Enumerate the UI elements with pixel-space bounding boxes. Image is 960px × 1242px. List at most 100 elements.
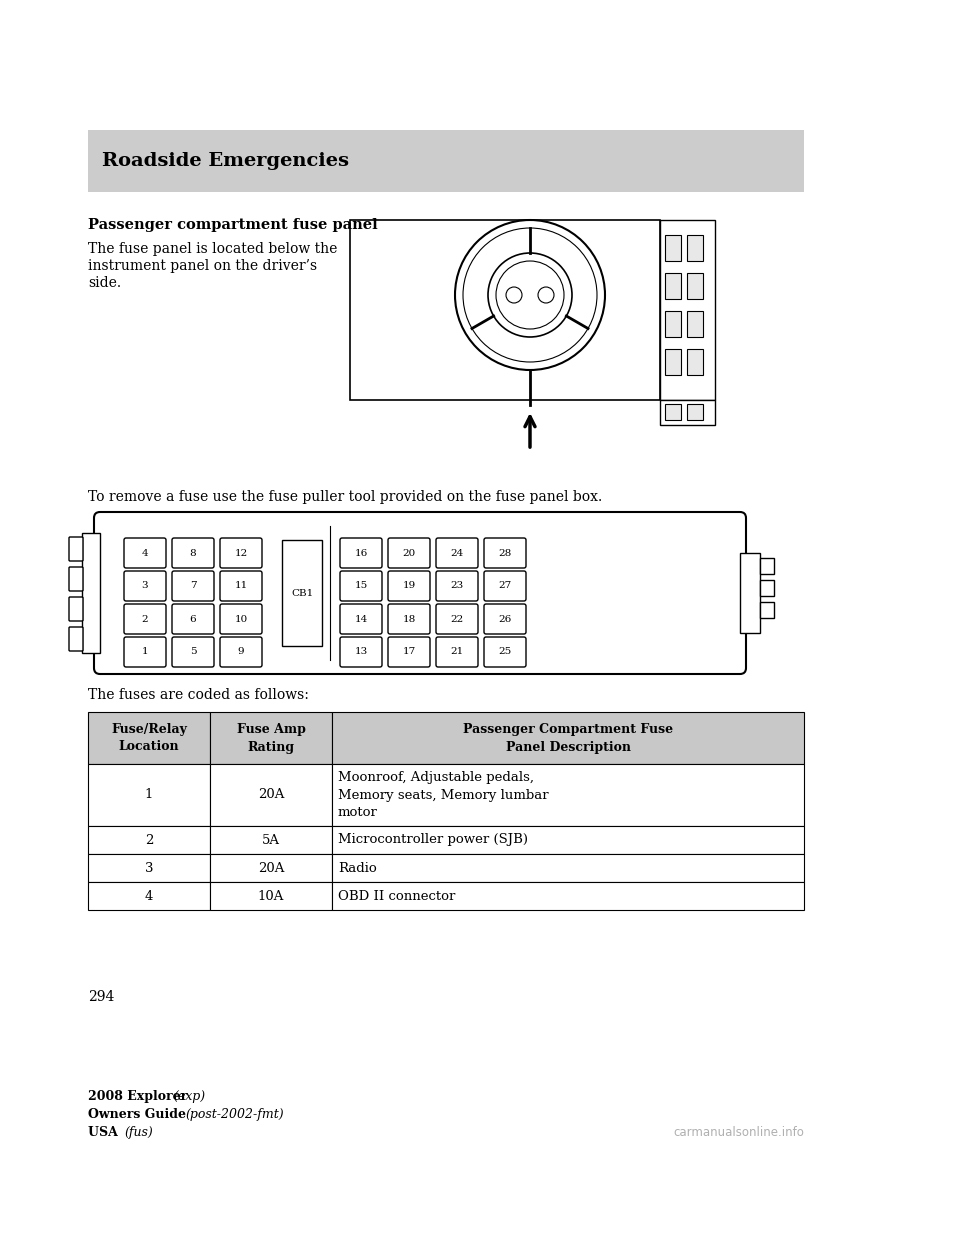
FancyBboxPatch shape	[484, 538, 526, 568]
FancyBboxPatch shape	[388, 604, 430, 633]
Text: 26: 26	[498, 615, 512, 623]
Bar	[88, 712, 210, 764]
Text: 14: 14	[354, 615, 368, 623]
FancyBboxPatch shape	[172, 637, 214, 667]
Text: 28: 28	[498, 549, 512, 558]
Bar	[687, 310, 703, 337]
FancyBboxPatch shape	[436, 604, 478, 633]
Text: Moonroof, Adjustable pedals,
Memory seats, Memory lumbar
motor: Moonroof, Adjustable pedals, Memory seat…	[338, 770, 548, 820]
Text: 23: 23	[450, 581, 464, 590]
FancyBboxPatch shape	[124, 571, 166, 601]
Text: (exp): (exp)	[173, 1090, 205, 1103]
FancyBboxPatch shape	[388, 538, 430, 568]
Bar	[760, 580, 774, 596]
Text: The fuses are coded as follows:: The fuses are coded as follows:	[88, 688, 309, 702]
Circle shape	[496, 261, 564, 329]
Text: 15: 15	[354, 581, 368, 590]
Text: instrument panel on the driver’s: instrument panel on the driver’s	[88, 260, 317, 273]
Text: Owners Guide: Owners Guide	[88, 1108, 190, 1122]
FancyBboxPatch shape	[220, 637, 262, 667]
Text: Microcontroller power (SJB): Microcontroller power (SJB)	[338, 833, 528, 847]
Text: 12: 12	[234, 549, 248, 558]
Text: carmanualsonline.info: carmanualsonline.info	[673, 1126, 804, 1139]
Text: 8: 8	[190, 549, 196, 558]
FancyBboxPatch shape	[172, 571, 214, 601]
Text: 2: 2	[145, 833, 154, 847]
Text: 11: 11	[234, 581, 248, 590]
Text: 10: 10	[234, 615, 248, 623]
FancyBboxPatch shape	[124, 604, 166, 633]
Bar	[760, 558, 774, 574]
Text: 10A: 10A	[258, 889, 284, 903]
Text: (post-2002-fmt): (post-2002-fmt)	[185, 1108, 283, 1122]
Bar	[210, 882, 332, 910]
Text: Roadside Emergencies: Roadside Emergencies	[102, 152, 349, 170]
Bar	[332, 826, 804, 854]
Bar	[88, 764, 210, 826]
Text: 21: 21	[450, 647, 464, 657]
Bar	[740, 553, 760, 633]
FancyBboxPatch shape	[484, 637, 526, 667]
FancyBboxPatch shape	[388, 571, 430, 601]
FancyBboxPatch shape	[340, 571, 382, 601]
Bar	[210, 826, 332, 854]
FancyBboxPatch shape	[220, 538, 262, 568]
FancyBboxPatch shape	[69, 597, 83, 621]
Bar	[687, 404, 703, 420]
Text: 19: 19	[402, 581, 416, 590]
Text: 13: 13	[354, 647, 368, 657]
FancyBboxPatch shape	[124, 538, 166, 568]
FancyBboxPatch shape	[69, 537, 83, 561]
FancyBboxPatch shape	[172, 604, 214, 633]
Text: 6: 6	[190, 615, 196, 623]
FancyBboxPatch shape	[69, 627, 83, 651]
Bar	[665, 235, 681, 261]
Text: side.: side.	[88, 276, 121, 289]
Bar	[665, 310, 681, 337]
FancyBboxPatch shape	[340, 604, 382, 633]
Text: 20: 20	[402, 549, 416, 558]
Bar	[350, 220, 660, 400]
Text: 1: 1	[145, 789, 154, 801]
Bar	[332, 712, 804, 764]
Bar	[687, 349, 703, 375]
Text: 7: 7	[190, 581, 196, 590]
Bar	[282, 540, 322, 646]
Bar	[660, 220, 715, 400]
Bar	[332, 882, 804, 910]
Text: 5A: 5A	[262, 833, 280, 847]
Bar	[665, 404, 681, 420]
Bar	[88, 130, 804, 193]
Bar	[687, 235, 703, 261]
Text: 9: 9	[238, 647, 244, 657]
Text: 294: 294	[88, 990, 114, 1004]
Bar	[210, 764, 332, 826]
FancyBboxPatch shape	[484, 604, 526, 633]
Text: 4: 4	[142, 549, 148, 558]
Text: Radio: Radio	[338, 862, 376, 874]
Text: 2: 2	[142, 615, 148, 623]
Bar	[332, 764, 804, 826]
FancyBboxPatch shape	[436, 571, 478, 601]
Text: OBD II connector: OBD II connector	[338, 889, 455, 903]
Text: 5: 5	[190, 647, 196, 657]
FancyBboxPatch shape	[69, 568, 83, 591]
Text: 27: 27	[498, 581, 512, 590]
Text: Fuse Amp
Rating: Fuse Amp Rating	[236, 723, 305, 754]
Text: Passenger compartment fuse panel: Passenger compartment fuse panel	[88, 219, 377, 232]
FancyBboxPatch shape	[172, 538, 214, 568]
Text: 17: 17	[402, 647, 416, 657]
Text: (fus): (fus)	[124, 1126, 153, 1139]
Text: 3: 3	[145, 862, 154, 874]
Text: 20A: 20A	[258, 862, 284, 874]
Text: The fuse panel is located below the: The fuse panel is located below the	[88, 242, 337, 256]
Bar	[660, 400, 715, 425]
Text: To remove a fuse use the fuse puller tool provided on the fuse panel box.: To remove a fuse use the fuse puller too…	[88, 491, 602, 504]
Bar	[665, 273, 681, 299]
Bar	[332, 854, 804, 882]
Text: Fuse/Relay
Location: Fuse/Relay Location	[111, 723, 187, 754]
Bar	[687, 273, 703, 299]
Text: 24: 24	[450, 549, 464, 558]
Bar	[82, 533, 100, 653]
Text: 3: 3	[142, 581, 148, 590]
